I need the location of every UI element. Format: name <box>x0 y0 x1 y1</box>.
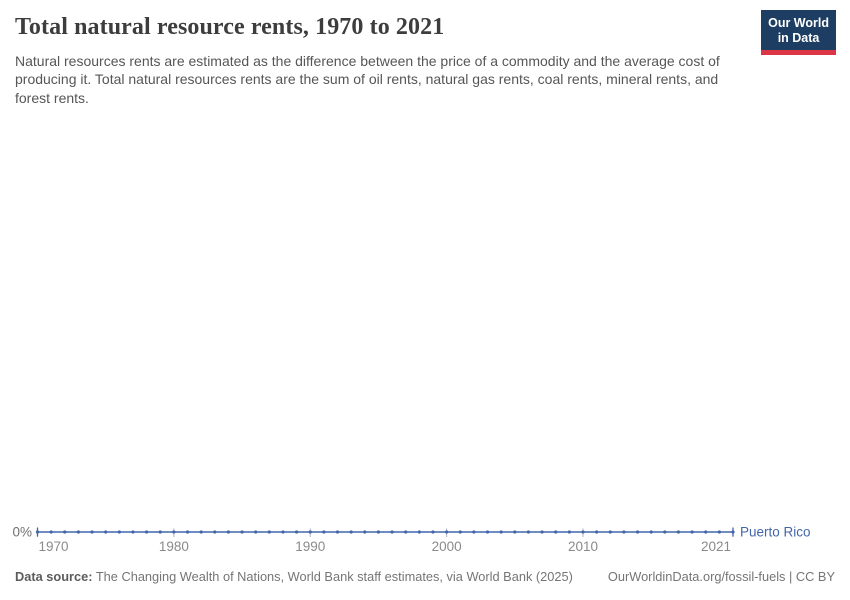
data-point[interactable] <box>267 530 271 534</box>
chart-canvas: 1970 1980 1990 2000 2010 2021 0% Puerto Rico <box>12 525 811 555</box>
data-point[interactable] <box>35 530 40 534</box>
data-point[interactable] <box>308 530 312 534</box>
data-point[interactable] <box>90 530 94 534</box>
data-point[interactable] <box>131 530 135 534</box>
data-point[interactable] <box>172 530 176 534</box>
data-point[interactable] <box>254 530 258 534</box>
data-point[interactable] <box>690 530 694 534</box>
data-point[interactable] <box>485 530 490 534</box>
data-point[interactable] <box>731 530 735 534</box>
data-source-text: The Changing Wealth of Nations, World Ba… <box>92 569 573 584</box>
data-point[interactable] <box>335 530 340 534</box>
data-point[interactable] <box>199 530 203 534</box>
data-point[interactable] <box>390 530 394 534</box>
data-point[interactable] <box>226 530 231 534</box>
data-point[interactable] <box>622 530 626 534</box>
data-point[interactable] <box>431 530 435 534</box>
data-point[interactable] <box>445 530 449 534</box>
data-point[interactable] <box>663 530 667 534</box>
x-axis-label: 2000 <box>432 539 462 554</box>
x-axis-label: 2010 <box>568 539 598 554</box>
logo-line1: Our World <box>768 16 829 30</box>
data-point[interactable] <box>281 530 285 534</box>
data-point[interactable] <box>704 530 708 534</box>
chart-footer: Data source: The Changing Wealth of Nati… <box>15 569 835 584</box>
owid-logo[interactable]: Our World in Data <box>761 10 836 55</box>
data-source-label: Data source: <box>15 569 93 584</box>
data-point[interactable] <box>349 530 353 534</box>
data-point[interactable] <box>472 530 476 534</box>
data-point[interactable] <box>117 530 121 534</box>
data-point[interactable] <box>635 530 640 534</box>
data-source: Data source: The Changing Wealth of Nati… <box>15 569 573 584</box>
y-axis-label: 0% <box>12 525 32 540</box>
data-point[interactable] <box>49 530 53 534</box>
data-point[interactable] <box>295 530 299 534</box>
chart-subtitle: Natural resources rents are estimated as… <box>15 53 720 106</box>
data-point[interactable] <box>717 530 721 534</box>
data-point[interactable] <box>104 530 108 534</box>
data-point[interactable] <box>676 530 681 534</box>
entity-label[interactable]: Puerto Rico <box>740 525 811 540</box>
data-point[interactable] <box>499 530 503 534</box>
data-point[interactable] <box>567 530 571 534</box>
data-point[interactable] <box>540 530 544 534</box>
data-point[interactable] <box>144 530 149 534</box>
data-point[interactable] <box>595 530 599 534</box>
data-point[interactable] <box>376 530 381 534</box>
data-point[interactable] <box>458 530 462 534</box>
data-point[interactable] <box>608 530 612 534</box>
data-point[interactable] <box>213 530 217 534</box>
data-point[interactable] <box>240 530 244 534</box>
line-chart: 1970 1980 1990 2000 2010 2021 0% Puerto Rico <box>0 498 850 564</box>
data-point[interactable] <box>76 530 81 534</box>
data-point[interactable] <box>417 530 421 534</box>
data-point[interactable] <box>581 530 585 534</box>
data-point[interactable] <box>513 530 517 534</box>
data-point[interactable] <box>404 530 408 534</box>
x-axis-label: 2021 <box>701 539 731 554</box>
data-point[interactable] <box>185 530 190 534</box>
data-point[interactable] <box>363 530 367 534</box>
license-link[interactable]: OurWorldinData.org/fossil-fuels | CC BY <box>607 569 835 584</box>
x-axis-label: 1970 <box>39 539 69 554</box>
page-title: Total natural resource rents, 1970 to 20… <box>15 14 445 40</box>
x-axis-label: 1980 <box>159 539 189 554</box>
data-point[interactable] <box>649 530 653 534</box>
data-point[interactable] <box>63 530 67 534</box>
data-point[interactable] <box>322 530 326 534</box>
data-point[interactable] <box>158 530 162 534</box>
logo-line2: in Data <box>777 31 820 46</box>
data-point[interactable] <box>554 530 558 534</box>
data-point[interactable] <box>526 530 531 534</box>
x-axis-label: 1990 <box>295 539 325 554</box>
